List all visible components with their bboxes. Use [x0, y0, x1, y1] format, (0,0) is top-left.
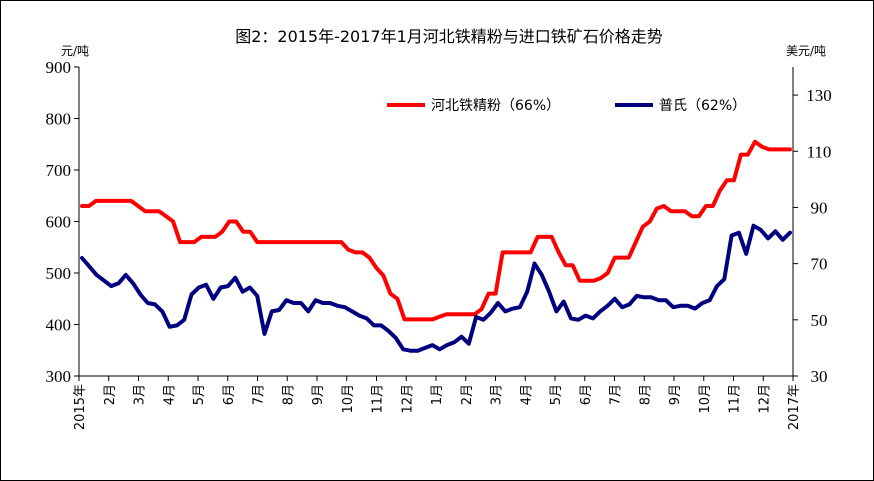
- x-tick-label: 10月: [341, 384, 356, 414]
- x-tick-label: 7月: [609, 384, 624, 405]
- x-tick-label: 7月: [252, 384, 267, 405]
- legend: 河北铁精粉（66%） 普氏（62%）: [387, 98, 746, 114]
- x-tick-label: 12月: [400, 384, 415, 414]
- right-tick-label: 110: [807, 142, 832, 161]
- x-tick-label: 4月: [519, 384, 534, 405]
- right-tick-label: 30: [811, 367, 828, 386]
- x-tick-label: 6月: [579, 384, 594, 405]
- right-axis-unit: 美元/吨: [786, 44, 826, 58]
- x-tick-label: 12月: [757, 384, 772, 414]
- left-tick-label: 300: [46, 367, 72, 386]
- x-tick-label: 5月: [549, 384, 564, 405]
- x-tick-label: 10月: [698, 384, 713, 414]
- x-tick-label: 1月: [430, 384, 445, 405]
- right-tick-label: 130: [806, 86, 832, 105]
- x-tick-label: 2015年: [73, 384, 88, 430]
- axes: 300 400 500 600 700 800 900 30 50 70 90 110 130 2015年…: [46, 58, 832, 430]
- left-tick-label: 500: [46, 264, 72, 283]
- x-tick-label: 9月: [668, 384, 683, 405]
- right-tick-label: 90: [811, 198, 828, 217]
- left-tick-label: 900: [46, 58, 72, 77]
- x-tick-label: 3月: [133, 384, 148, 405]
- series-layer: [80, 139, 792, 353]
- x-tick-label: 6月: [222, 384, 237, 405]
- legend-label-1: 普氏（62%）: [659, 98, 746, 114]
- x-tick-label: 8月: [638, 384, 653, 405]
- series-line-1: [80, 223, 792, 353]
- x-tick-label: 2017年: [787, 384, 802, 430]
- x-tick-label: 5月: [192, 384, 207, 405]
- x-tick-label: 9月: [311, 384, 326, 405]
- series-line-0: [80, 139, 792, 322]
- right-tick-label: 50: [811, 311, 828, 330]
- x-tick-label: 4月: [162, 384, 177, 405]
- x-tick-label: 2月: [460, 384, 475, 405]
- left-tick-label: 400: [46, 316, 72, 335]
- left-tick-label: 800: [46, 110, 72, 129]
- left-tick-label: 700: [46, 161, 72, 180]
- x-tick-label: 2月: [103, 384, 118, 405]
- left-axis-unit: 元/吨: [61, 44, 89, 58]
- right-tick-label: 70: [811, 255, 828, 274]
- x-tick-label: 8月: [281, 384, 296, 405]
- legend-label-0: 河北铁精粉（66%）: [431, 98, 560, 114]
- left-tick-label: 600: [46, 213, 72, 232]
- x-tick-label: 11月: [371, 384, 386, 414]
- x-tick-label: 11月: [728, 384, 743, 414]
- x-tick-label: 3月: [490, 384, 505, 405]
- chart-title: 图2：2015年-2017年1月河北铁精粉与进口铁矿石价格走势: [235, 27, 663, 46]
